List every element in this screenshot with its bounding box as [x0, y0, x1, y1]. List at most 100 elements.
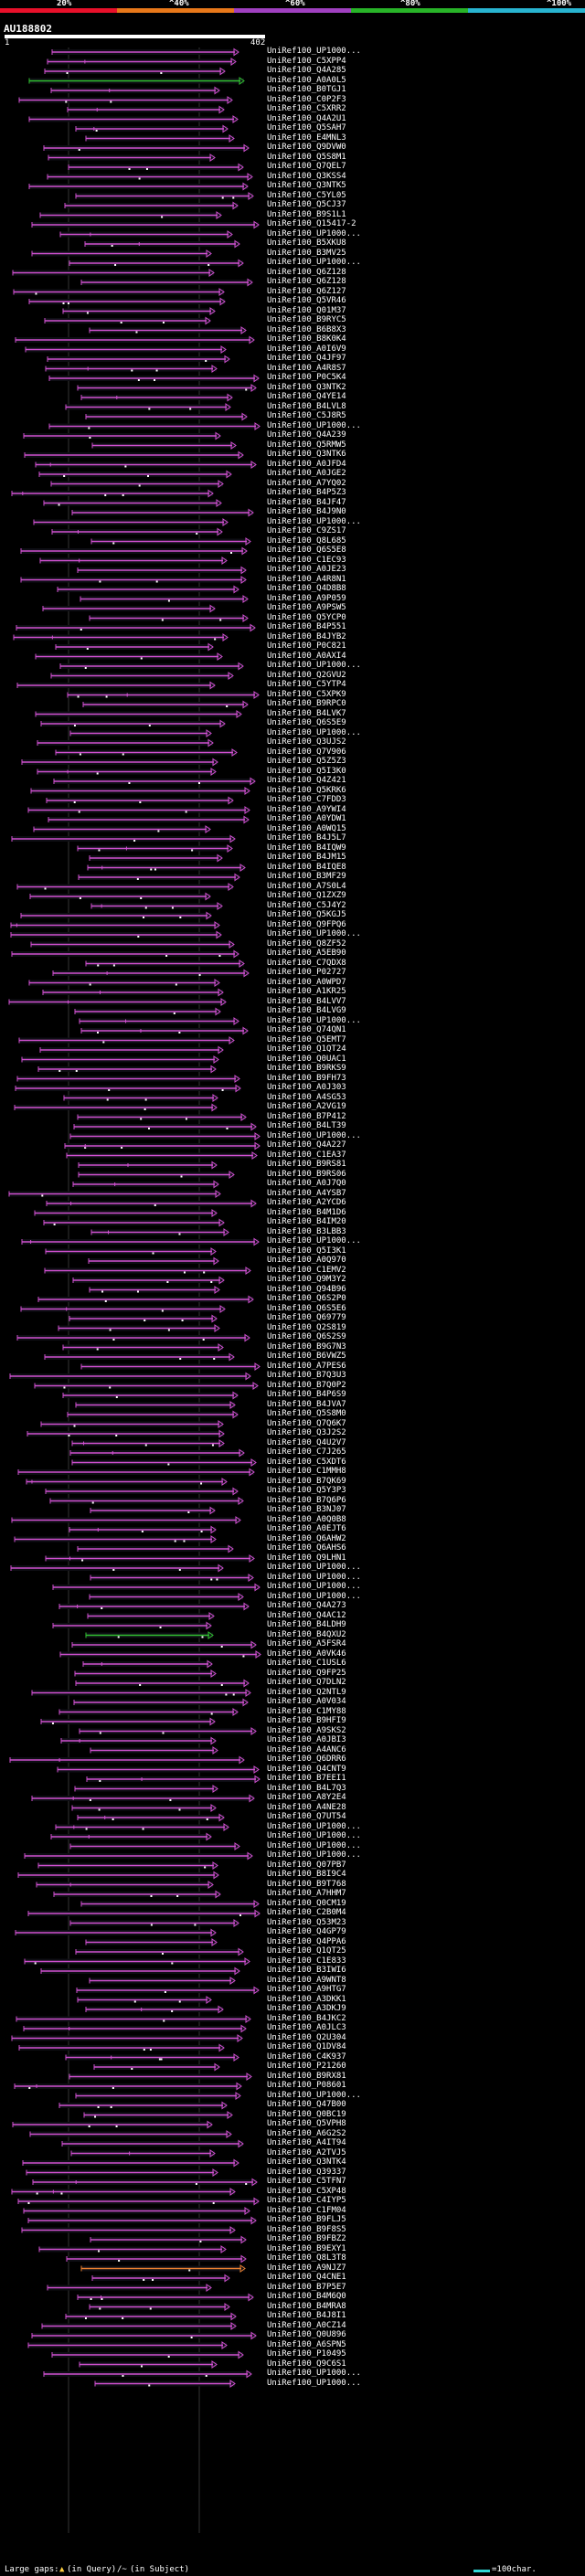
- hit-label[interactable]: UniRef100_Q9C6S1: [267, 2359, 346, 2369]
- hit-label[interactable]: UniRef100_Q1ZXZ9: [267, 891, 346, 900]
- hit-label[interactable]: UniRef100_Q5S8M0: [267, 1409, 346, 1418]
- hit-label[interactable]: UniRef100_Q4Z421: [267, 776, 346, 785]
- hit-label[interactable]: UniRef100_A9HTG7: [267, 1985, 346, 1994]
- hit-label[interactable]: UniRef100_C1EA37: [267, 1150, 346, 1160]
- hit-label[interactable]: UniRef100_Q6Z128: [267, 277, 346, 286]
- hit-label[interactable]: UniRef100_C5YL05: [267, 190, 346, 200]
- hit-label[interactable]: UniRef100_B4QXU2: [267, 1629, 346, 1639]
- hit-label[interactable]: UniRef100_B4J8I1: [267, 2311, 346, 2320]
- hit-label[interactable]: UniRef100_A4IT94: [267, 2138, 346, 2147]
- hit-label[interactable]: UniRef100_B4JYB2: [267, 631, 346, 641]
- hit-label[interactable]: UniRef100_Q0BC19: [267, 2109, 346, 2119]
- hit-label[interactable]: UniRef100_Q4GP79: [267, 1927, 346, 1936]
- hit-label[interactable]: UniRef100_Q5SAH7: [267, 123, 346, 133]
- hit-label[interactable]: UniRef100_A3DKK1: [267, 1994, 346, 2004]
- hit-label[interactable]: UniRef100_Q5RMW5: [267, 440, 346, 450]
- hit-label[interactable]: UniRef100_Q5KGJ5: [267, 910, 346, 919]
- hit-label[interactable]: UniRef100_Q6Z128: [267, 267, 346, 277]
- hit-label[interactable]: UniRef100_UP1000...: [267, 1015, 361, 1025]
- hit-label[interactable]: UniRef100_Q4U2V7: [267, 1437, 346, 1447]
- hit-label[interactable]: UniRef100_Q8L3T8: [267, 2253, 346, 2263]
- hit-label[interactable]: UniRef100_B9RS06: [267, 1169, 346, 1179]
- hit-label[interactable]: UniRef100_C5J8R5: [267, 411, 346, 420]
- hit-label[interactable]: UniRef100_B4IQE8: [267, 862, 346, 872]
- hit-label[interactable]: UniRef100_Q1QT25: [267, 1946, 346, 1956]
- hit-label[interactable]: UniRef100_C1EC93: [267, 555, 346, 565]
- hit-label[interactable]: UniRef100_UP1000...: [267, 258, 361, 267]
- hit-label[interactable]: UniRef100_C4IYP5: [267, 2196, 346, 2205]
- hit-label[interactable]: UniRef100_B4IQW9: [267, 843, 346, 853]
- hit-label[interactable]: UniRef100_A0Q970: [267, 1256, 346, 1265]
- hit-label[interactable]: UniRef100_Q74QN1: [267, 1025, 346, 1034]
- hit-label[interactable]: UniRef100_B0TGJ1: [267, 85, 346, 94]
- hit-label[interactable]: UniRef100_A4YSB7: [267, 1188, 346, 1198]
- hit-label[interactable]: UniRef100_B4P5Z3: [267, 488, 346, 497]
- hit-label[interactable]: UniRef100_UP1000...: [267, 1831, 361, 1840]
- hit-label[interactable]: UniRef100_UP1000...: [267, 1840, 361, 1850]
- hit-label[interactable]: UniRef100_B8K0K4: [267, 334, 346, 344]
- hit-label[interactable]: UniRef100_UP1000...: [267, 47, 361, 56]
- hit-label[interactable]: UniRef100_C9ZS17: [267, 526, 346, 535]
- hit-label[interactable]: UniRef100_B3IWI6: [267, 1966, 346, 1975]
- hit-label[interactable]: UniRef100_A0WPD7: [267, 977, 346, 987]
- hit-label[interactable]: UniRef100_Q0U896: [267, 2330, 346, 2339]
- hit-label[interactable]: UniRef100_Q7V906: [267, 747, 346, 757]
- hit-label[interactable]: UniRef100_B9HFI9: [267, 1716, 346, 1725]
- hit-label[interactable]: UniRef100_Q9FP25: [267, 1668, 346, 1678]
- hit-label[interactable]: UniRef100_B4LDH9: [267, 1620, 346, 1629]
- hit-label[interactable]: UniRef100_C5XPK9: [267, 689, 346, 699]
- hit-label[interactable]: UniRef100_A0VK46: [267, 1648, 346, 1659]
- hit-label[interactable]: UniRef100_UP1000...: [267, 516, 361, 526]
- hit-label[interactable]: UniRef100_Q5I3K0: [267, 766, 346, 776]
- hit-label[interactable]: UniRef100_Q5S8M1: [267, 152, 346, 162]
- hit-label[interactable]: UniRef100_A2YCD6: [267, 1198, 346, 1207]
- hit-label[interactable]: UniRef100_B6B8X3: [267, 324, 346, 334]
- hit-label[interactable]: UniRef100_B9RS81: [267, 1160, 346, 1169]
- hit-label[interactable]: UniRef100_Q1QT24: [267, 1044, 346, 1054]
- hit-label[interactable]: UniRef100_B4LVL8: [267, 401, 346, 411]
- hit-label[interactable]: UniRef100_Q5KRK6: [267, 785, 346, 795]
- hit-label[interactable]: UniRef100_B4LT39: [267, 1121, 346, 1130]
- hit-label[interactable]: UniRef100_UP1000...: [267, 2369, 361, 2378]
- hit-label[interactable]: UniRef100_A7HHM7: [267, 1889, 346, 1898]
- hit-label[interactable]: UniRef100_Q4A273: [267, 1601, 346, 1610]
- hit-label[interactable]: UniRef100_A0V034: [267, 1697, 346, 1706]
- hit-label[interactable]: UniRef100_B4J5L7: [267, 833, 346, 843]
- hit-label[interactable]: UniRef100_B7P5E7: [267, 2282, 346, 2292]
- hit-label[interactable]: UniRef100_A2VG19: [267, 1102, 346, 1111]
- hit-label[interactable]: UniRef100_Q4D8B8: [267, 584, 346, 593]
- hit-label[interactable]: UniRef100_Q3KSS4: [267, 171, 346, 181]
- hit-label[interactable]: UniRef100_A6SPN5: [267, 2339, 346, 2349]
- hit-label[interactable]: UniRef100_A4R8S7: [267, 363, 346, 373]
- hit-label[interactable]: UniRef100_B9EXY1: [267, 2243, 346, 2253]
- hit-label[interactable]: UniRef100_Q3NTK5: [267, 181, 346, 190]
- hit-label[interactable]: UniRef100_Q4AC12: [267, 1610, 346, 1620]
- hit-label[interactable]: UniRef100_A9SKS2: [267, 1725, 346, 1735]
- hit-label[interactable]: UniRef100_B4JM15: [267, 853, 346, 862]
- hit-label[interactable]: UniRef100_B5XKU8: [267, 239, 346, 248]
- hit-label[interactable]: UniRef100_Q6S2P0: [267, 1294, 346, 1303]
- hit-label[interactable]: UniRef100_B3NJ07: [267, 1505, 346, 1514]
- hit-label[interactable]: UniRef100_Q4JF97: [267, 354, 346, 363]
- hit-label[interactable]: UniRef100_Q5VR46: [267, 296, 346, 305]
- hit-label[interactable]: UniRef100_Q7UT54: [267, 1812, 346, 1821]
- hit-label[interactable]: UniRef100_Q47B00: [267, 2100, 346, 2109]
- hit-label[interactable]: UniRef100_A5FSR4: [267, 1639, 346, 1648]
- hit-label[interactable]: UniRef100_Q4A227: [267, 1140, 346, 1150]
- hit-label[interactable]: UniRef100_A3DKJ9: [267, 2004, 346, 2013]
- hit-label[interactable]: UniRef100_Q4CNE1: [267, 2273, 346, 2282]
- hit-label[interactable]: UniRef100_B4M6Q0: [267, 2292, 346, 2301]
- hit-label[interactable]: UniRef100_B9T768: [267, 1879, 346, 1889]
- hit-label[interactable]: UniRef100_Q0CM19: [267, 1898, 346, 1908]
- hit-label[interactable]: UniRef100_B9RPC0: [267, 699, 346, 708]
- hit-label[interactable]: UniRef100_C1MY88: [267, 1706, 346, 1716]
- hit-label[interactable]: UniRef100_Q6AHW2: [267, 1533, 346, 1543]
- hit-label[interactable]: UniRef100_Q3NTK6: [267, 450, 346, 459]
- hit-label[interactable]: UniRef100_C7J265: [267, 1447, 346, 1457]
- hit-label[interactable]: UniRef100_A0Q0B8: [267, 1514, 346, 1524]
- hit-label[interactable]: UniRef100_A0J303: [267, 1083, 346, 1092]
- hit-label[interactable]: UniRef100_UP1000...: [267, 2090, 361, 2100]
- hit-label[interactable]: UniRef100_Q3NTK2: [267, 382, 346, 392]
- hit-label[interactable]: UniRef100_Q6S5E6: [267, 1303, 346, 1313]
- hit-label[interactable]: UniRef100_B9FLJ5: [267, 2215, 346, 2224]
